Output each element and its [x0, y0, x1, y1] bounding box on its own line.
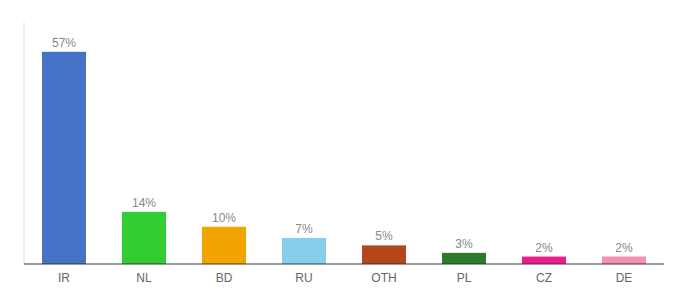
y-axis-line: [24, 22, 25, 264]
x-tick-label: OTH: [371, 271, 396, 285]
x-tick-label: NL: [136, 271, 152, 285]
bar: [362, 245, 406, 264]
data-label: 2%: [615, 241, 633, 255]
data-label: 57%: [52, 36, 76, 50]
x-axis-line: [24, 264, 664, 265]
data-label: 3%: [455, 237, 473, 251]
data-label: 2%: [535, 241, 553, 255]
x-tick-label: BD: [216, 271, 233, 285]
bar: [522, 257, 566, 264]
bar: [442, 253, 486, 264]
data-label: 10%: [212, 211, 236, 225]
bar: [602, 257, 646, 264]
data-label: 14%: [132, 196, 156, 210]
x-tick-label: RU: [295, 271, 312, 285]
bar: [122, 212, 166, 264]
data-label: 5%: [375, 229, 393, 243]
bar: [202, 227, 246, 264]
bar: [282, 238, 326, 264]
x-tick-label: IR: [58, 271, 70, 285]
x-tick-label: CZ: [536, 271, 552, 285]
bar: [42, 52, 86, 264]
chart-container: 57% 14% 10% 7% 5% 3% 2% 2% IR NL BD RU OTH PL CZ DE: [0, 0, 680, 300]
labels: 57% 14% 10% 7% 5% 3% 2% 2%: [52, 36, 633, 255]
data-label: 7%: [295, 222, 313, 236]
x-tick-label: PL: [457, 271, 472, 285]
bars: [42, 52, 646, 264]
chart: 57% 14% 10% 7% 5% 3% 2% 2% IR NL BD RU OTH PL CZ DE: [0, 0, 680, 300]
x-tick-label: DE: [616, 271, 633, 285]
